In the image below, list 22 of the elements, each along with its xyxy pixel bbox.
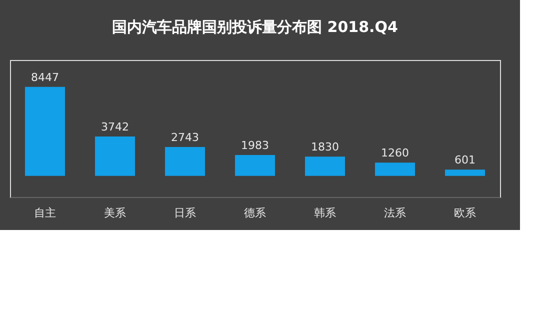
x-tick-label: 欧系 [454, 206, 476, 220]
data-label: 1983 [241, 139, 269, 152]
x-tick-label: 自主 [34, 206, 56, 220]
bar [25, 86, 65, 176]
data-label: 2743 [171, 131, 199, 144]
data-label: 3742 [101, 120, 129, 134]
data-label: 8447 [31, 70, 59, 84]
data-label: 601 [454, 154, 476, 167]
bar [95, 136, 135, 176]
data-label: 1260 [381, 146, 409, 160]
data-label: 1830 [311, 140, 339, 154]
bar [235, 155, 275, 176]
x-tick-label: 韩系 [314, 206, 336, 220]
x-tick-label: 美系 [104, 206, 126, 220]
x-tick-label: 德系 [244, 206, 266, 220]
bar [165, 147, 205, 176]
bar [375, 162, 415, 176]
x-tick-label: 日系 [174, 206, 196, 220]
bar [445, 170, 485, 176]
chart-title: 国内汽车品牌国别投诉量分布图 2018.Q4 [112, 18, 398, 36]
x-tick-label: 法系 [384, 206, 406, 220]
bar [305, 156, 345, 176]
